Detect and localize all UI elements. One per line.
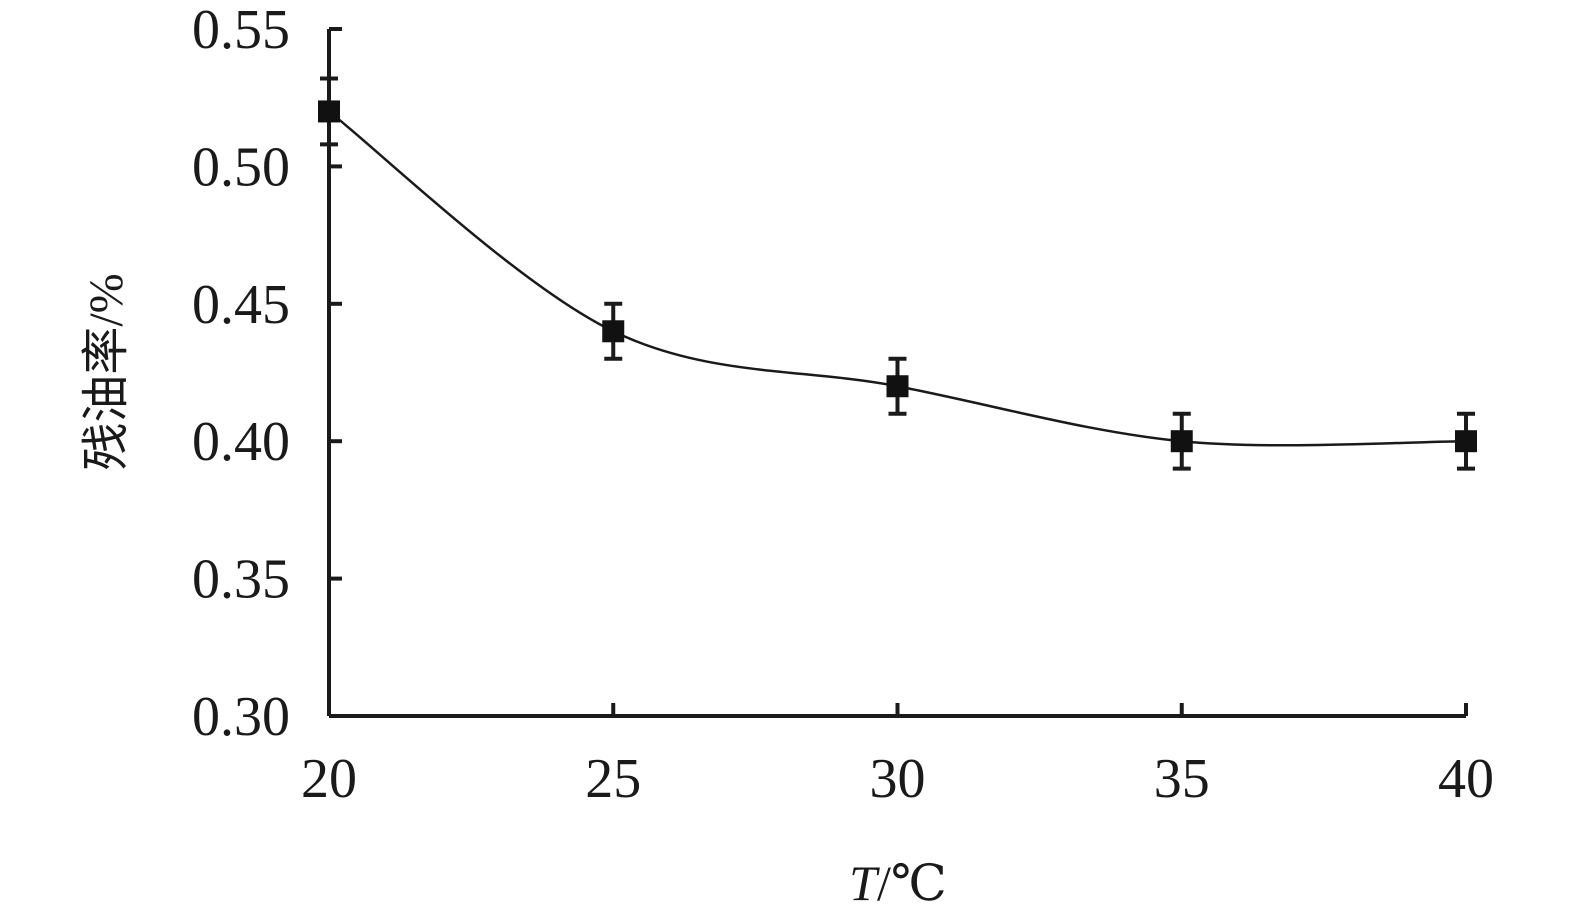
y-tick-label: 0.35 — [192, 549, 290, 611]
x-axis-title-variable: T — [849, 855, 880, 911]
x-axis-title: T/℃ — [849, 855, 947, 911]
data-point — [1170, 430, 1193, 453]
data-point — [602, 320, 625, 343]
data-point — [886, 375, 909, 398]
y-axis: 0.30 0.35 0.40 0.45 0.50 0.55 — [192, 0, 342, 748]
x-tick-label: 20 — [301, 748, 357, 810]
y-axis-title: 残油率/% — [80, 273, 133, 470]
y-tick-label: 0.30 — [192, 686, 290, 748]
y-tick-label: 0.50 — [192, 136, 290, 198]
x-tick-label: 30 — [870, 748, 926, 810]
x-tick-label: 40 — [1438, 748, 1494, 810]
data-point — [1455, 430, 1477, 453]
y-tick-label: 0.45 — [192, 274, 290, 336]
x-axis: 20 25 30 35 40 — [301, 703, 1494, 810]
x-tick-label: 35 — [1154, 748, 1210, 810]
y-tick-label: 0.40 — [192, 411, 290, 473]
x-tick-label: 25 — [585, 748, 641, 810]
data-point — [318, 100, 340, 123]
x-axis-title-unit: /℃ — [877, 855, 947, 911]
y-tick-label: 0.55 — [192, 0, 290, 61]
series-layer — [318, 76, 1477, 471]
